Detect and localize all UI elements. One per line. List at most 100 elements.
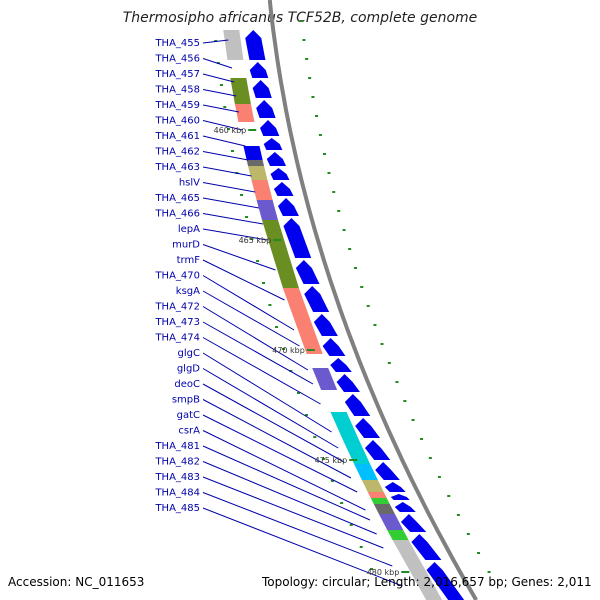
gene-label[interactable]: deoC bbox=[174, 379, 200, 390]
cog-block bbox=[251, 180, 273, 200]
gc-skew-mark bbox=[403, 400, 407, 402]
gene-label[interactable]: THA_474 bbox=[154, 333, 200, 344]
kbp-ticks: 460 kbp 465 kbp 470 kbp 475 kbp 480 kbp bbox=[214, 126, 410, 577]
gc-content-mark bbox=[369, 568, 373, 570]
gene-label[interactable]: murD bbox=[172, 240, 200, 251]
gene-label[interactable]: THA_481 bbox=[154, 441, 200, 452]
gene-label[interactable]: lepA bbox=[178, 224, 200, 235]
label-leader bbox=[202, 58, 233, 69]
gene-label[interactable]: THA_459 bbox=[154, 100, 200, 111]
gc-content-mark bbox=[268, 304, 272, 306]
gc-content-mark bbox=[304, 414, 308, 416]
map-title: Thermosipho africanus TCF52B, complete g… bbox=[122, 10, 478, 26]
gene-label[interactable]: THA_462 bbox=[154, 147, 200, 158]
gene-label[interactable]: THA_482 bbox=[154, 457, 200, 468]
gc-skew-mark bbox=[318, 134, 322, 136]
kbp-tick-mark bbox=[306, 349, 315, 351]
gc-skew-mark bbox=[360, 286, 364, 288]
cog-block bbox=[282, 288, 323, 354]
forward-cds-arrow bbox=[364, 440, 391, 460]
cog-block bbox=[243, 146, 263, 160]
gc-skew-mark bbox=[332, 191, 336, 193]
gc-skew-mark bbox=[387, 362, 391, 364]
cog-block bbox=[312, 368, 338, 390]
label-leader bbox=[202, 89, 237, 97]
gc-content-mark bbox=[349, 524, 353, 526]
gene-label[interactable]: THA_470 bbox=[154, 271, 200, 282]
gc-content-mark bbox=[313, 436, 317, 438]
gene-label[interactable]: THA_484 bbox=[154, 488, 200, 499]
forward-cds-arrow bbox=[355, 418, 381, 438]
cog-block bbox=[387, 530, 409, 540]
gc-skew-mark bbox=[437, 476, 441, 478]
cog-block bbox=[343, 442, 371, 464]
gene-label[interactable]: THA_466 bbox=[154, 209, 200, 220]
gene-label[interactable]: ksgA bbox=[176, 286, 200, 297]
gene-label[interactable]: THA_463 bbox=[154, 162, 200, 173]
gene-label[interactable]: THA_455 bbox=[154, 38, 200, 49]
forward-cds-arrow bbox=[411, 534, 442, 560]
forward-cds-arrow bbox=[426, 562, 465, 600]
gene-label[interactable]: THA_472 bbox=[154, 302, 200, 313]
gene-label[interactable]: glgD bbox=[177, 364, 200, 375]
gene-label[interactable]: THA_473 bbox=[154, 317, 200, 328]
gc-content-mark bbox=[321, 458, 325, 460]
forward-cds-arrow bbox=[245, 30, 266, 60]
label-leader bbox=[202, 228, 268, 241]
cog-block bbox=[246, 160, 265, 166]
gene-label[interactable]: THA_458 bbox=[154, 85, 200, 96]
gene-label[interactable]: THA_485 bbox=[154, 503, 200, 514]
gc-skew-mark bbox=[315, 115, 319, 117]
gene-label[interactable]: THA_483 bbox=[154, 472, 200, 483]
gc-content-mark bbox=[245, 216, 249, 218]
gc-skew-mark bbox=[395, 381, 399, 383]
gc-skew-mark bbox=[447, 495, 451, 497]
gc-skew-mark bbox=[466, 533, 470, 535]
label-leader bbox=[202, 383, 345, 463]
label-leaders bbox=[202, 39, 403, 587]
gene-label[interactable]: THA_460 bbox=[154, 116, 200, 127]
gc-content-mark bbox=[330, 480, 334, 482]
forward-cds-arrow bbox=[260, 120, 280, 136]
gc-skew-mark bbox=[342, 229, 346, 231]
kbp-tick-mark bbox=[401, 571, 410, 573]
gc-skew-mark bbox=[302, 39, 306, 41]
gene-label[interactable]: THA_457 bbox=[154, 69, 200, 80]
gc-content-mark bbox=[262, 282, 266, 284]
cog-block bbox=[373, 504, 395, 514]
gene-label[interactable]: THA_461 bbox=[154, 131, 200, 142]
gc-skew-mark bbox=[311, 96, 315, 98]
forward-cds-arrow bbox=[283, 218, 312, 258]
gene-label[interactable]: smpB bbox=[172, 395, 200, 406]
cog-block bbox=[330, 412, 360, 442]
label-leader bbox=[202, 182, 256, 193]
label-leader bbox=[202, 445, 371, 521]
gene-label[interactable]: hslV bbox=[179, 178, 200, 189]
cog-block bbox=[354, 464, 378, 480]
gene-label[interactable]: THA_456 bbox=[154, 54, 200, 65]
gene-label[interactable]: gatC bbox=[177, 410, 200, 421]
gc-skew-mark bbox=[305, 58, 309, 60]
kbp-tick-label: 460 kbp bbox=[214, 126, 247, 135]
forward-cds-arrow bbox=[330, 358, 352, 372]
label-leader bbox=[202, 213, 264, 225]
gc-skew-mark bbox=[373, 324, 377, 326]
gc-skew-mark bbox=[456, 514, 460, 516]
cog-track bbox=[223, 30, 443, 600]
gene-label[interactable]: THA_465 bbox=[154, 193, 200, 204]
gc-skew-mark bbox=[380, 343, 384, 345]
gene-label[interactable]: glgC bbox=[178, 348, 200, 359]
gc-content-mark bbox=[240, 194, 244, 196]
gc-content-mark bbox=[219, 84, 223, 86]
forward-cds-arrow bbox=[344, 394, 371, 416]
gc-content-mark bbox=[226, 128, 230, 130]
gene-label[interactable]: trmF bbox=[177, 255, 201, 266]
forward-cds-arrow bbox=[304, 286, 330, 312]
gene-label[interactable]: csrA bbox=[178, 426, 200, 437]
label-leader bbox=[202, 321, 314, 385]
cog-block bbox=[234, 104, 255, 122]
gc-content-mark bbox=[223, 106, 227, 108]
gc-content-mark bbox=[256, 260, 260, 262]
genome-summary-text: Topology: circular; Length: 2,016,657 bp… bbox=[262, 575, 592, 589]
gc-skew-mark bbox=[323, 153, 327, 155]
